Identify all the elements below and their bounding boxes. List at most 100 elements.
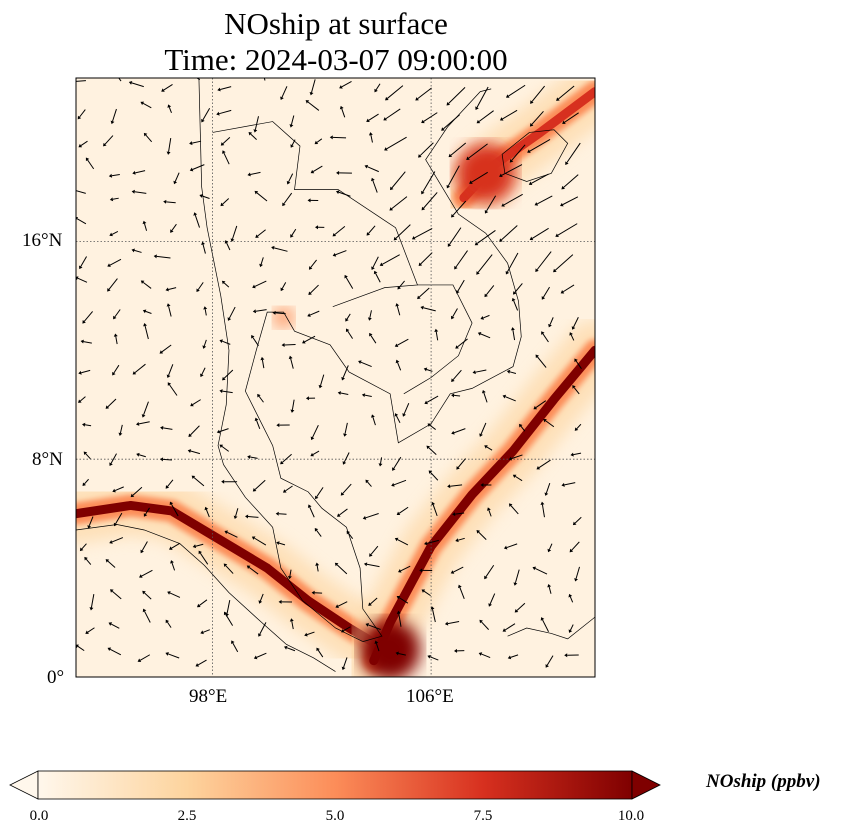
wind-arrow <box>547 543 553 553</box>
wind-arrow <box>547 583 552 594</box>
colorbar-tick: 2.5 <box>177 808 197 824</box>
wind-arrow <box>252 479 266 492</box>
wind-arrow <box>225 599 231 617</box>
wind-arrow <box>543 418 555 428</box>
colorbar <box>9 770 661 800</box>
wind-arrow <box>456 279 465 294</box>
wind-arrow <box>310 450 320 457</box>
wind-arrow <box>373 270 381 283</box>
wind-arrow <box>263 78 266 81</box>
wind-arrow <box>541 331 549 343</box>
wind-arrow <box>548 317 554 328</box>
wind-arrow <box>196 282 204 293</box>
wind-arrow <box>441 114 460 131</box>
wind-arrow <box>203 306 208 316</box>
wind-arrow <box>509 144 526 163</box>
wind-arrow <box>478 652 491 659</box>
wind-arrow <box>430 606 436 623</box>
wind-arrow <box>140 101 152 109</box>
wind-arrow <box>259 257 264 268</box>
wind-arrow <box>217 86 232 92</box>
wind-arrow <box>428 470 439 481</box>
wind-arrow <box>109 197 119 202</box>
map-title-line1: NOship at surface <box>224 6 448 41</box>
wind-arrow <box>290 139 296 148</box>
wind-arrow <box>419 568 433 573</box>
wind-arrow <box>190 399 201 407</box>
wind-arrow <box>139 569 153 578</box>
wind-arrow <box>188 425 200 437</box>
wind-arrow <box>544 482 551 496</box>
wind-arrow <box>254 190 268 202</box>
wind-arrow <box>502 623 516 632</box>
wind-arrow <box>132 363 146 375</box>
wind-arrow <box>487 507 492 517</box>
wind-arrow <box>281 343 296 348</box>
wind-arrow <box>334 562 348 575</box>
wind-arrow <box>87 516 94 529</box>
wind-arrow <box>394 537 409 546</box>
wind-arrow <box>555 223 578 237</box>
wind-arrow <box>165 479 174 489</box>
wind-arrow <box>454 250 468 270</box>
wind-arrow <box>474 230 496 246</box>
x-tick-98e: 98°E <box>189 686 228 707</box>
wind-arrow <box>415 87 432 101</box>
wind-arrow <box>80 339 92 344</box>
wind-arrow <box>502 394 516 402</box>
wind-arrow <box>335 190 351 197</box>
wind-arrow <box>202 339 207 349</box>
wind-arrow <box>131 248 142 253</box>
wind-arrow <box>560 284 575 294</box>
wind-arrow <box>446 165 460 189</box>
wind-arrow <box>78 369 91 375</box>
wind-arrow <box>424 539 439 546</box>
wind-arrow <box>143 132 153 143</box>
y-tick-0: 0° <box>47 667 65 688</box>
wind-arrow <box>286 173 294 185</box>
wind-arrow <box>540 617 549 632</box>
wind-arrow <box>499 225 518 242</box>
wind-arrow <box>222 150 230 165</box>
wind-arrow <box>371 256 379 270</box>
wind-arrow <box>112 486 124 493</box>
wind-arrow <box>316 647 324 658</box>
coastline <box>501 129 569 182</box>
wind-arrow <box>390 171 406 191</box>
wind-arrow <box>128 80 144 88</box>
wind-arrow <box>332 250 347 257</box>
wind-arrow <box>258 593 264 604</box>
wind-arrow <box>166 303 172 317</box>
wind-arrow <box>344 274 354 289</box>
wind-arrow <box>167 382 178 396</box>
wind-arrow <box>501 193 523 207</box>
wind-arrow <box>165 287 177 292</box>
wind-arrow <box>201 241 206 254</box>
wind-arrow <box>221 479 238 484</box>
wind-arrow <box>199 194 210 199</box>
wind-arrow <box>361 393 372 398</box>
wind-arrow <box>572 385 580 395</box>
wind-arrow <box>341 626 351 633</box>
wind-arrow <box>216 109 232 116</box>
wind-arrow <box>109 537 124 544</box>
wind-arrow <box>343 422 348 437</box>
wind-arrow <box>469 171 488 184</box>
wind-arrow <box>278 599 293 604</box>
wind-arrow <box>193 212 201 228</box>
wind-arrow <box>391 479 407 487</box>
wind-arrow <box>310 165 323 174</box>
wind-arrow <box>196 599 208 608</box>
wind-arrow <box>477 332 491 339</box>
wind-arrow <box>553 254 574 273</box>
wind-arrow <box>76 216 87 225</box>
wind-arrow <box>110 589 122 600</box>
wind-arrow <box>189 164 205 172</box>
wind-arrow <box>385 85 404 101</box>
wind-arrow <box>397 280 405 290</box>
wind-arrow <box>365 479 372 487</box>
wind-arrow <box>499 109 518 121</box>
shipping-lane <box>369 345 595 666</box>
wind-arrow <box>76 276 88 283</box>
wind-arrow <box>227 306 236 321</box>
